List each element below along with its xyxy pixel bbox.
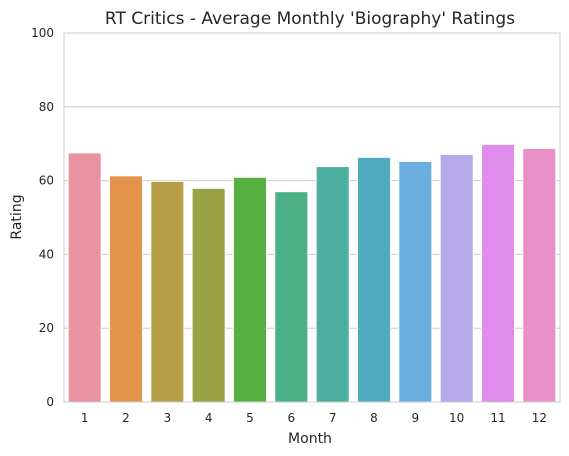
y-axis-ticks: 0 20 40 60 80 100: [31, 26, 54, 409]
x-tick-label: 11: [490, 411, 505, 425]
bar-month-5: [232, 176, 268, 403]
bar-month-2: [108, 175, 144, 403]
x-tick-label: 1: [81, 411, 89, 425]
y-tick-label: 80: [39, 100, 54, 114]
y-tick-label: 20: [39, 321, 54, 335]
bar-month-3: [150, 180, 185, 403]
bar-month-10: [439, 153, 474, 403]
x-axis-label: Month: [288, 431, 332, 447]
bar-month-9: [398, 160, 433, 403]
bar-month-12: [522, 147, 557, 403]
y-tick-label: 40: [39, 247, 54, 261]
x-tick-label: 6: [288, 411, 296, 425]
y-axis-label: Rating: [9, 194, 25, 239]
x-tick-label: 9: [412, 411, 420, 425]
bar-month-8: [356, 156, 392, 403]
bar-month-1: [67, 152, 102, 403]
x-tick-label: 7: [329, 411, 337, 425]
x-tick-label: 12: [532, 411, 547, 425]
y-tick-label: 60: [39, 174, 54, 188]
bar-month-11: [480, 143, 516, 403]
chart-title: RT Critics - Average Monthly 'Biography'…: [105, 9, 515, 29]
bar-month-4: [191, 187, 226, 403]
y-tick-label: 0: [46, 395, 54, 409]
y-tick-label: 100: [31, 26, 54, 40]
x-tick-label: 4: [205, 411, 213, 425]
x-tick-label: 5: [246, 411, 254, 425]
x-axis-ticks: 1 2 3 4 5 6 7 8 9 10 11 12: [81, 411, 547, 425]
bar-month-7: [315, 166, 350, 403]
x-tick-label: 8: [370, 411, 378, 425]
x-tick-label: 3: [164, 411, 172, 425]
x-tick-label: 10: [449, 411, 464, 425]
bar-month-6: [274, 191, 309, 403]
plot-frame: [63, 32, 561, 403]
bars: [67, 143, 557, 403]
x-tick-label: 2: [122, 411, 130, 425]
